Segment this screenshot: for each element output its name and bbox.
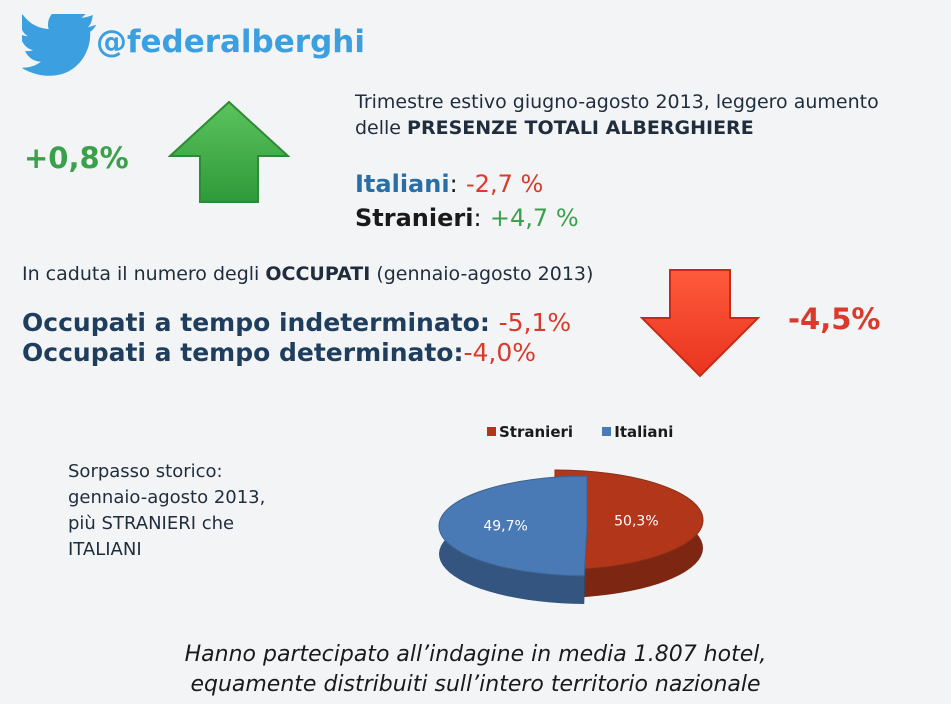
occupati-intro-prefix: In caduta il numero degli — [22, 263, 266, 285]
chart-legend: Stranieri Italiani — [487, 423, 697, 441]
italiani-value: -2,7 % — [466, 170, 544, 198]
occupati-intro-suffix: (gennaio-agosto 2013) — [370, 263, 594, 285]
occupati-indeterminato-label: Occupati a tempo indeterminato: — [22, 308, 490, 337]
occupati-determinato-value: -4,0% — [463, 338, 537, 367]
italiani-label: Italiani — [355, 170, 450, 198]
occupati-indeterminato-value: -5,1% — [498, 308, 572, 337]
legend-label-italiani: Italiani — [614, 423, 674, 441]
occupati-determinato-label: Occupati a tempo determinato: — [22, 338, 464, 367]
occupati-indeterminato-row: Occupati a tempo indeterminato: -5,1% — [22, 308, 571, 337]
sorpasso-line4: ITALIANI — [68, 539, 142, 560]
legend-swatch-italiani — [602, 427, 612, 436]
pie-label-stranieri: 50,3% — [614, 513, 658, 529]
footer-line2: equamente distribuiti sull’intero territ… — [190, 672, 761, 697]
stranieri-value: +4,7 % — [489, 204, 579, 232]
legend-item-stranieri: Stranieri — [487, 423, 573, 441]
footer-line1: Hanno partecipato all’indagine in media … — [184, 642, 767, 667]
sorpasso-line2: gennaio-agosto 2013, — [68, 487, 266, 508]
stranieri-label: Stranieri — [355, 204, 474, 232]
stranieri-colon: : — [473, 204, 482, 232]
presenze-intro-text: Trimestre estivo giugno-agosto 2013, leg… — [355, 89, 879, 141]
occupati-total-change: -4,5% — [788, 302, 881, 336]
legend-item-italiani: Italiani — [602, 423, 673, 441]
sorpasso-line3: più STRANIERI che — [68, 513, 235, 534]
pie-slice-italiani — [438, 475, 588, 577]
presenze-total-change: +0,8% — [24, 141, 129, 175]
italiani-colon: : — [449, 170, 458, 198]
presenze-intro-bold: PRESENZE TOTALI ALBERGHIERE — [407, 117, 754, 139]
pie-label-italiani: 49,7% — [483, 519, 527, 535]
footer-note: Hanno partecipato all’indagine in media … — [0, 640, 951, 700]
arrow-down-icon — [640, 269, 760, 378]
sorpasso-line1: Sorpasso storico: — [68, 461, 223, 482]
presenze-intro-line1: Trimestre estivo giugno-agosto 2013, leg… — [355, 91, 879, 113]
twitter-handle: @federalberghi — [96, 24, 365, 60]
occupati-intro-text: In caduta il numero degli OCCUPATI (genn… — [22, 263, 593, 285]
presenze-intro-line2: delle PRESENZE TOTALI ALBERGHIERE — [355, 115, 879, 141]
presenze-intro-prefix: delle — [355, 117, 408, 139]
sorpasso-text: Sorpasso storico: gennaio-agosto 2013, p… — [68, 459, 328, 563]
legend-label-stranieri: Stranieri — [499, 423, 574, 441]
legend-swatch-stranieri — [487, 427, 496, 436]
twitter-bird-icon — [22, 14, 97, 76]
stranieri-row: Stranieri: +4,7 % — [355, 204, 579, 232]
occupati-determinato-row: Occupati a tempo determinato:-4,0% — [22, 338, 536, 367]
pie-slice-stranieri — [551, 469, 704, 571]
arrow-up-icon — [168, 100, 290, 203]
italiani-row: Italiani: -2,7 % — [355, 170, 543, 198]
occupati-intro-bold: OCCUPATI — [265, 263, 371, 285]
pie-chart: 50,3% 49,7% — [438, 469, 704, 604]
